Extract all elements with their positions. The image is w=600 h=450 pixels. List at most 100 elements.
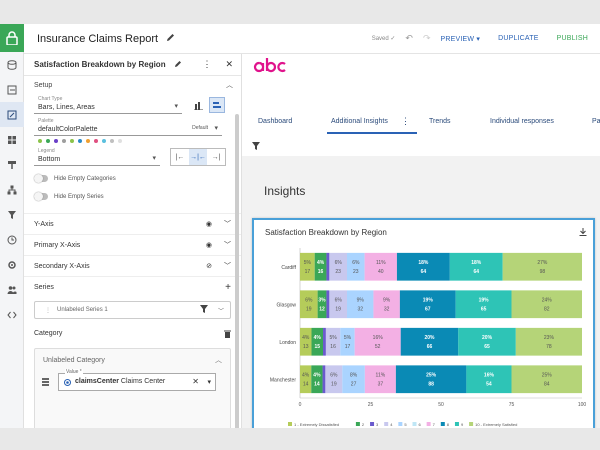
x-tick-label: 75 xyxy=(509,402,515,408)
code-icon[interactable] xyxy=(0,302,24,327)
source-icon xyxy=(64,379,71,388)
preview-button[interactable]: PREVIEW ▾ xyxy=(440,35,481,43)
download-icon[interactable] xyxy=(579,228,587,238)
redo-icon[interactable]: ↷ xyxy=(422,33,431,43)
align-right-icon[interactable]: →| xyxy=(211,153,221,161)
chevron-down-icon[interactable]: ﹀ xyxy=(217,308,224,315)
stacked-bar-chart: 0 25 50 75 100Cardiff5%174%166%236%2311%4018… xyxy=(270,248,586,427)
clear-icon[interactable]: ✕ xyxy=(192,377,199,386)
segment-percent-label: 27% xyxy=(537,260,548,266)
lock-icon[interactable] xyxy=(0,24,24,52)
legend-swatch xyxy=(469,422,474,426)
chevron-down-icon[interactable]: ﹀ xyxy=(224,263,231,270)
pencil-icon[interactable] xyxy=(166,33,175,44)
chevron-up-icon[interactable]: ︿ xyxy=(226,82,233,89)
secondary-x-axis-section[interactable]: Secondary X-Axis ⊘ ﹀ xyxy=(24,255,241,276)
bar-segment xyxy=(325,365,343,394)
chevron-down-icon[interactable]: ▾ xyxy=(207,379,211,386)
publish-button[interactable]: PUBLISH xyxy=(556,35,588,42)
bar-segment xyxy=(342,365,365,394)
align-left-icon[interactable]: |← xyxy=(175,153,185,161)
segment-count-label: 19 xyxy=(335,306,341,312)
series-item[interactable]: ⋮ Unlabeled Series 1 ﹀ xyxy=(34,301,231,319)
add-series-icon[interactable]: + xyxy=(225,281,231,293)
filter-icon[interactable] xyxy=(199,305,208,315)
dashboard-icon[interactable] xyxy=(0,127,24,152)
legend-label: 6 xyxy=(419,422,422,427)
category-label: Glasgow xyxy=(277,302,297,308)
chart-type-select[interactable]: Chart Type Bars, Lines, Areas ▾ xyxy=(34,96,182,114)
gear-icon[interactable] xyxy=(0,252,24,277)
chart-card[interactable]: Satisfaction Breakdown by Region 0 25 50 75… xyxy=(252,218,595,428)
duplicate-button[interactable]: DUPLICATE xyxy=(498,35,539,42)
segment-count-label: 23 xyxy=(335,269,341,275)
close-icon[interactable]: ✕ xyxy=(225,59,233,69)
bar-segment xyxy=(317,290,327,319)
filter-icon[interactable] xyxy=(0,202,24,227)
trash-icon[interactable] xyxy=(224,330,231,338)
y-axis-section[interactable]: Y-Axis ◉ ﹀ xyxy=(24,213,241,234)
paint-roller-icon[interactable] xyxy=(0,152,24,177)
users-icon[interactable] xyxy=(0,277,24,302)
palette-swatch xyxy=(46,139,50,143)
hide-empty-categories-toggle[interactable] xyxy=(34,174,48,183)
edit-icon[interactable] xyxy=(0,102,24,127)
series-section: Series + xyxy=(24,276,241,297)
segment-count-label: 12 xyxy=(319,306,325,312)
segment-percent-label: 19% xyxy=(423,297,434,303)
legend-select[interactable]: Legend Bottom ▾ xyxy=(34,148,160,166)
segment-count-label: 82 xyxy=(544,306,550,312)
more-options-icon[interactable]: ⋮ xyxy=(202,59,212,69)
legend-align-group: |← →|← →| xyxy=(170,148,226,166)
tab-pa[interactable]: Pa xyxy=(592,118,600,125)
tab-additional-insights[interactable]: Additional Insights xyxy=(331,118,388,125)
align-center-icon[interactable]: →|← xyxy=(189,149,207,165)
bar-segment xyxy=(364,365,396,394)
eye-off-icon[interactable]: ⊘ xyxy=(206,263,212,270)
chevron-down-icon[interactable]: ﹀ xyxy=(224,221,231,228)
history-icon[interactable] xyxy=(0,227,24,252)
segment-count-label: 66 xyxy=(427,344,433,350)
hierarchy-icon[interactable] xyxy=(0,177,24,202)
value-field-bold: claimsCenter xyxy=(75,378,119,385)
drag-handle-icon[interactable]: ⋮ xyxy=(45,307,51,314)
setup-section[interactable]: Setup ︿ xyxy=(24,78,241,92)
tab-dashboard[interactable]: Dashboard xyxy=(258,118,293,125)
pencil-icon[interactable] xyxy=(174,60,182,70)
undo-icon[interactable]: ↶ xyxy=(405,33,413,43)
bar-segment xyxy=(300,365,312,394)
segment-percent-label: 19% xyxy=(479,297,490,303)
segment-percent-label: 9% xyxy=(383,297,391,303)
chevron-down-icon[interactable]: ﹀ xyxy=(224,242,231,249)
eye-icon[interactable]: ◉ xyxy=(205,221,212,228)
secondary-x-axis-label: Secondary X-Axis xyxy=(34,262,90,270)
chevron-up-icon[interactable]: ︿ xyxy=(215,357,222,364)
legend-label: 5 xyxy=(404,422,407,427)
segment-percent-label: 16% xyxy=(484,372,495,378)
hide-empty-series-label: Hide Empty Series xyxy=(54,193,104,200)
vertical-bars-icon[interactable] xyxy=(190,97,206,113)
legend-swatch xyxy=(454,422,459,426)
tab-individual-responses[interactable]: Individual responses xyxy=(490,118,554,125)
segment-count-label: 32 xyxy=(357,306,363,312)
hide-empty-series-toggle[interactable] xyxy=(34,192,48,201)
horizontal-bars-icon[interactable] xyxy=(209,97,225,113)
palette-default-badge: Default xyxy=(192,125,208,131)
import-icon[interactable] xyxy=(0,77,24,102)
eye-icon[interactable]: ◉ xyxy=(205,242,212,249)
primary-x-axis-section[interactable]: Primary X-Axis ◉ ﹀ xyxy=(24,234,241,255)
panel-scrollbar[interactable] xyxy=(235,114,239,428)
palette-select[interactable]: Palette defaultColorPalette Default ▾ xyxy=(34,118,222,136)
chevron-down-icon: ▾ xyxy=(174,103,178,110)
tab-more-options-icon[interactable]: ⋮ xyxy=(401,116,410,126)
bar-segment xyxy=(466,365,512,394)
segment-percent-label: 4% xyxy=(317,260,325,266)
filter-icon[interactable] xyxy=(252,142,260,152)
unlabeled-category-row[interactable]: Unlabeled Category ︿ xyxy=(35,349,230,371)
segment-count-label: 17 xyxy=(305,269,311,275)
value-field[interactable]: Value * claimsCenter Claims Center ✕ ▾ xyxy=(58,369,216,391)
tab-trends[interactable]: Trends xyxy=(429,118,451,125)
database-icon[interactable] xyxy=(0,52,24,77)
palette-swatch xyxy=(78,139,82,143)
palette-row: Palette defaultColorPalette Default ▾ xyxy=(24,118,241,136)
